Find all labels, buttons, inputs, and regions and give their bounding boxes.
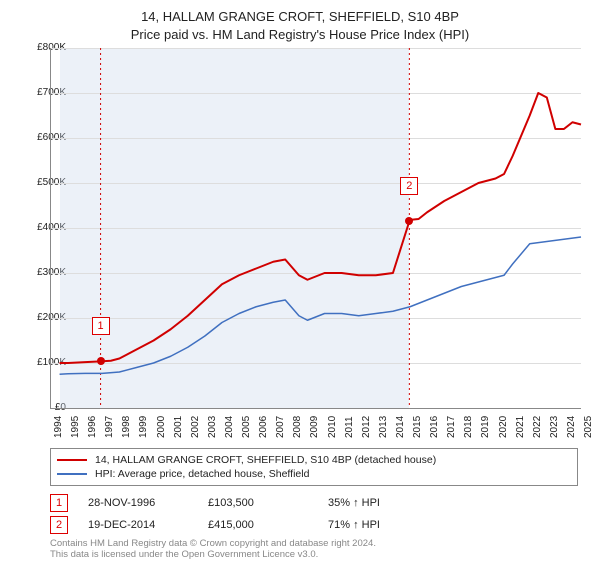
- legend-row-series-2: HPI: Average price, detached house, Shef…: [57, 467, 571, 481]
- title-line-1: 14, HALLAM GRANGE CROFT, SHEFFIELD, S10 …: [0, 8, 600, 26]
- x-axis-label: 2008: [292, 416, 303, 438]
- legend-label-1: 14, HALLAM GRANGE CROFT, SHEFFIELD, S10 …: [95, 454, 436, 466]
- footnote-line-1: Contains HM Land Registry data © Crown c…: [50, 538, 376, 549]
- transaction-price-1: £103,500: [208, 497, 328, 509]
- x-axis-label: 1996: [87, 416, 98, 438]
- title-line-2: Price paid vs. HM Land Registry's House …: [0, 26, 600, 44]
- x-axis-label: 2011: [344, 416, 355, 438]
- legend-row-series-1: 14, HALLAM GRANGE CROFT, SHEFFIELD, S10 …: [57, 453, 571, 467]
- marker-dot-1: [97, 357, 105, 365]
- legend: 14, HALLAM GRANGE CROFT, SHEFFIELD, S10 …: [50, 448, 578, 486]
- legend-swatch-1: [57, 459, 87, 461]
- x-axis-label: 2019: [480, 416, 491, 438]
- x-axis-label: 2020: [498, 416, 509, 438]
- transaction-price-2: £415,000: [208, 519, 328, 531]
- transaction-marker-2: 2: [50, 516, 68, 534]
- x-axis-label: 2014: [395, 416, 406, 438]
- x-axis-label: 2023: [549, 416, 560, 438]
- marker-label-2: 2: [400, 177, 418, 195]
- x-axis-label: 2004: [224, 416, 235, 438]
- x-axis-label: 2012: [361, 416, 372, 438]
- transaction-marker-1: 1: [50, 494, 68, 512]
- transaction-row-1: 1 28-NOV-1996 £103,500 35% ↑ HPI: [50, 494, 578, 512]
- x-axis-label: 1998: [121, 416, 132, 438]
- transaction-vs-hpi-2: 71% ↑ HPI: [328, 519, 448, 531]
- series-line-price_paid: [60, 93, 581, 363]
- x-axis-label: 2025: [583, 416, 594, 438]
- marker-label-1: 1: [92, 317, 110, 335]
- transaction-date-2: 19-DEC-2014: [88, 519, 208, 531]
- x-axis-label: 2018: [463, 416, 474, 438]
- chart-svg: [51, 48, 581, 408]
- x-axis-label: 2005: [241, 416, 252, 438]
- x-axis-label: 2015: [412, 416, 423, 438]
- chart-plot-area: 12: [50, 48, 581, 409]
- transaction-row-2: 2 19-DEC-2014 £415,000 71% ↑ HPI: [50, 516, 578, 534]
- x-axis-label: 1999: [138, 416, 149, 438]
- legend-swatch-2: [57, 473, 87, 475]
- x-axis-label: 2024: [566, 416, 577, 438]
- x-axis-label: 2007: [275, 416, 286, 438]
- x-axis-label: 2001: [173, 416, 184, 438]
- x-axis-label: 2010: [327, 416, 338, 438]
- x-axis-label: 2016: [429, 416, 440, 438]
- legend-label-2: HPI: Average price, detached house, Shef…: [95, 468, 309, 480]
- transaction-vs-hpi-1: 35% ↑ HPI: [328, 497, 448, 509]
- chart-title: 14, HALLAM GRANGE CROFT, SHEFFIELD, S10 …: [0, 0, 600, 43]
- x-axis-label: 2017: [446, 416, 457, 438]
- x-axis-label: 2022: [532, 416, 543, 438]
- x-axis-label: 2003: [207, 416, 218, 438]
- x-axis-label: 2021: [515, 416, 526, 438]
- footnote-line-2: This data is licensed under the Open Gov…: [50, 549, 376, 560]
- x-axis-label: 2002: [190, 416, 201, 438]
- x-axis-label: 2006: [258, 416, 269, 438]
- x-axis-label: 2009: [309, 416, 320, 438]
- x-axis-label: 2000: [156, 416, 167, 438]
- marker-dot-2: [405, 217, 413, 225]
- x-axis-label: 1997: [104, 416, 115, 438]
- x-axis-label: 2013: [378, 416, 389, 438]
- footnote: Contains HM Land Registry data © Crown c…: [50, 538, 376, 561]
- x-axis-label: 1995: [70, 416, 81, 438]
- transaction-date-1: 28-NOV-1996: [88, 497, 208, 509]
- x-axis-label: 1994: [53, 416, 64, 438]
- series-line-hpi: [60, 237, 581, 374]
